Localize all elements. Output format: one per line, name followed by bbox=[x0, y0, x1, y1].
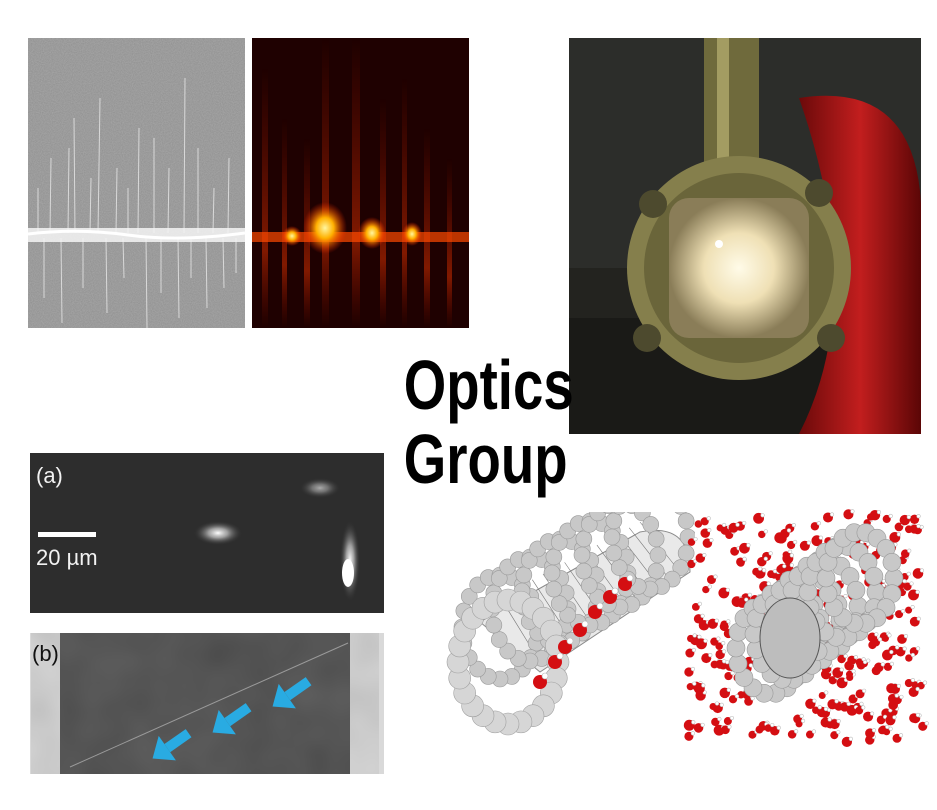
fluorescence-image-a: (a) 20 µm bbox=[30, 453, 384, 613]
blue-arrows bbox=[152, 677, 312, 761]
title-line-2: Group bbox=[403, 420, 568, 498]
panel-a-label: (a) bbox=[36, 463, 63, 488]
sem-image-b: (b) bbox=[30, 633, 384, 774]
panel-b-label: (b) bbox=[32, 641, 59, 666]
title-line-1: Optics bbox=[403, 346, 574, 424]
heatmap-image bbox=[252, 38, 469, 328]
nanotube-in-water-render bbox=[680, 508, 932, 748]
scale-bar-label: 20 µm bbox=[36, 545, 98, 570]
sem-nanotube-image bbox=[28, 38, 245, 328]
scale-bar bbox=[38, 532, 96, 537]
nanotube-water-chain-render bbox=[440, 512, 695, 742]
optics-setup-photo bbox=[569, 38, 921, 434]
